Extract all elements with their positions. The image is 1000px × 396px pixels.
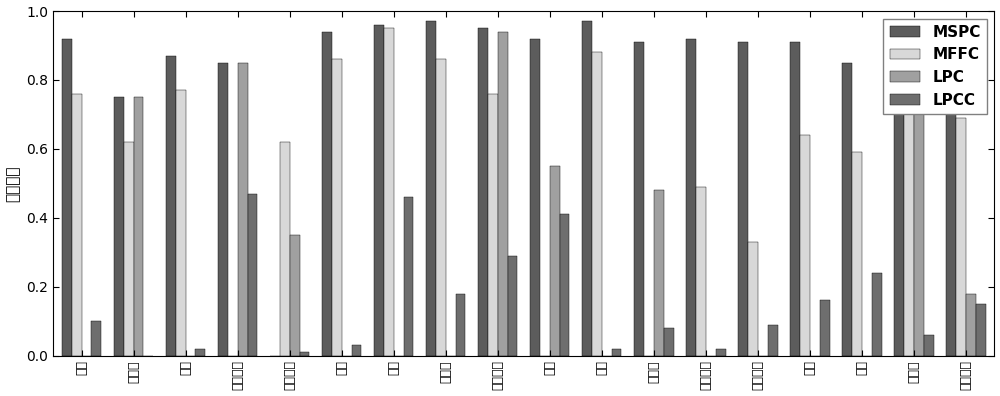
Bar: [290, 235, 300, 356]
Bar: [842, 63, 852, 356]
Bar: [924, 335, 934, 356]
Bar: [696, 187, 706, 356]
Bar: [478, 28, 488, 356]
Bar: [436, 59, 446, 356]
Bar: [72, 94, 82, 356]
Bar: [124, 142, 134, 356]
Bar: [176, 90, 186, 356]
Bar: [956, 118, 966, 356]
Bar: [488, 94, 498, 356]
Bar: [426, 21, 436, 356]
Bar: [248, 194, 257, 356]
Bar: [582, 21, 592, 356]
Bar: [894, 76, 904, 356]
Bar: [852, 152, 862, 356]
Bar: [195, 349, 205, 356]
Bar: [62, 39, 72, 356]
Bar: [800, 135, 810, 356]
Bar: [332, 59, 342, 356]
Bar: [966, 293, 976, 356]
Bar: [352, 345, 361, 356]
Y-axis label: 识别精度: 识别精度: [6, 165, 21, 202]
Bar: [914, 76, 924, 356]
Bar: [686, 39, 696, 356]
Bar: [404, 197, 413, 356]
Bar: [280, 142, 290, 356]
Bar: [114, 97, 124, 356]
Bar: [790, 42, 800, 356]
Bar: [134, 97, 143, 356]
Bar: [872, 273, 882, 356]
Bar: [664, 328, 674, 356]
Bar: [748, 242, 758, 356]
Bar: [976, 304, 986, 356]
Bar: [498, 32, 508, 356]
Bar: [300, 352, 309, 356]
Bar: [634, 42, 644, 356]
Bar: [592, 52, 602, 356]
Bar: [946, 56, 956, 356]
Bar: [91, 321, 101, 356]
Bar: [716, 349, 726, 356]
Bar: [654, 190, 664, 356]
Bar: [612, 349, 621, 356]
Bar: [238, 63, 248, 356]
Bar: [530, 39, 540, 356]
Bar: [768, 325, 778, 356]
Bar: [456, 293, 465, 356]
Bar: [550, 166, 560, 356]
Legend: MSPC, MFFC, LPC, LPCC: MSPC, MFFC, LPC, LPCC: [883, 19, 987, 114]
Bar: [508, 256, 517, 356]
Bar: [738, 42, 748, 356]
Bar: [384, 28, 394, 356]
Bar: [820, 301, 830, 356]
Bar: [904, 73, 914, 356]
Bar: [166, 56, 176, 356]
Bar: [218, 63, 228, 356]
Bar: [374, 25, 384, 356]
Bar: [560, 214, 569, 356]
Bar: [322, 32, 332, 356]
